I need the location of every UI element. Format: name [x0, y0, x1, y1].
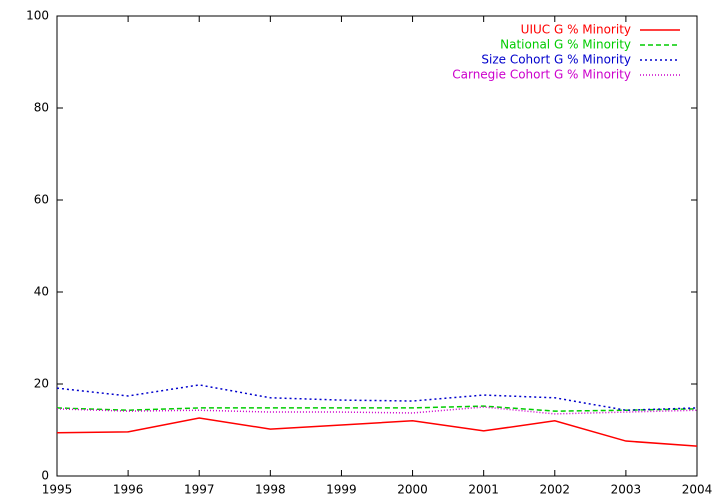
x-tick-label: 2001 — [468, 483, 499, 497]
x-tick-label: 1995 — [42, 483, 73, 497]
legend-label: National G % Minority — [500, 38, 631, 52]
x-tick-label: 1996 — [113, 483, 144, 497]
y-tick-label: 100 — [26, 9, 49, 23]
y-tick-label: 60 — [34, 193, 49, 207]
x-tick-label: 2002 — [540, 483, 571, 497]
legend-label: Carnegie Cohort G % Minority — [452, 68, 631, 82]
y-tick-label: 20 — [34, 377, 49, 391]
x-tick-label: 1998 — [255, 483, 286, 497]
x-tick-label: 2004 — [682, 483, 713, 497]
legend-label: UIUC G % Minority — [521, 23, 631, 37]
x-tick-label: 1997 — [184, 483, 215, 497]
plot-frame — [56, 15, 698, 477]
y-tick-label: 80 — [34, 101, 49, 115]
series-line — [56, 405, 698, 412]
legend-label: Size Cohort G % Minority — [481, 53, 631, 67]
x-tick-label: 2000 — [397, 483, 428, 497]
series-line — [56, 384, 698, 411]
y-tick-label: 0 — [41, 469, 49, 483]
series-line — [56, 417, 698, 447]
y-tick-label: 40 — [34, 285, 49, 299]
x-tick-label: 1999 — [326, 483, 357, 497]
series-line — [56, 406, 698, 415]
x-tick-label: 2003 — [611, 483, 642, 497]
